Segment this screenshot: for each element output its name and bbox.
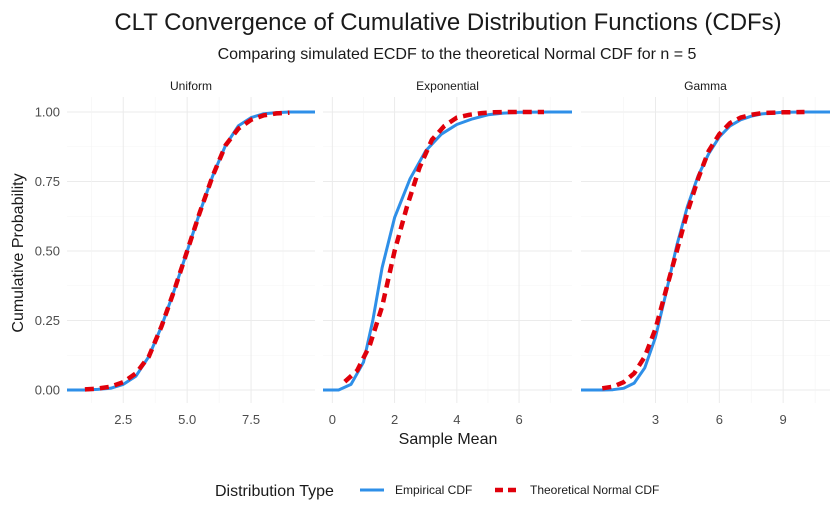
- theoretical-cdf-line: [343, 109, 544, 384]
- y-tick-label: 0.25: [35, 313, 60, 328]
- legend-title: Distribution Type: [215, 483, 334, 500]
- x-axis-label: Sample Mean: [399, 431, 498, 448]
- y-tick-label: 1.00: [35, 105, 60, 120]
- x-tick-label: 3: [652, 412, 659, 427]
- theoretical-cdf-line: [84, 110, 290, 392]
- panel-uniform: 2.5 5.0 7.5 Uniform: [67, 79, 315, 427]
- chart-title: CLT Convergence of Cumulative Distributi…: [114, 9, 781, 36]
- x-tick-label: 2: [391, 412, 398, 427]
- legend: Distribution Type Empirical CDF Theoreti…: [215, 483, 659, 500]
- y-tick-label: 0.50: [35, 244, 60, 259]
- panel-strip-label: Exponential: [416, 79, 479, 93]
- x-tick-label: 9: [780, 412, 787, 427]
- panel-gamma: 3 6 9 Gamma: [581, 79, 830, 427]
- x-tick-label: 7.5: [242, 412, 260, 427]
- panel-strip-label: Gamma: [684, 79, 727, 93]
- chart-subtitle: Comparing simulated ECDF to the theoreti…: [218, 46, 697, 63]
- y-axis-label: Cumulative Probability: [10, 173, 27, 332]
- x-tick-label: 6: [716, 412, 723, 427]
- x-tick-label: 5.0: [178, 412, 196, 427]
- legend-label-empirical: Empirical CDF: [395, 483, 472, 497]
- y-tick-label: 0.75: [35, 174, 60, 189]
- theoretical-cdf-line: [601, 109, 805, 391]
- y-axis: 0.00 0.25 0.50 0.75 1.00: [35, 105, 60, 398]
- x-tick-label: 4: [453, 412, 460, 427]
- x-tick-label: 2.5: [114, 412, 132, 427]
- panel-strip-label: Uniform: [170, 79, 212, 93]
- legend-label-theoretical: Theoretical Normal CDF: [530, 483, 659, 497]
- panels: 2.5 5.0 7.5 Uniform 0 2 4 6 Exponential 3 6 9 Gamma: [67, 79, 830, 427]
- x-tick-label: 6: [515, 412, 522, 427]
- panel-exponential: 0 2 4 6 Exponential: [323, 79, 572, 427]
- y-tick-label: 0.00: [35, 383, 60, 398]
- x-tick-label: 0: [329, 412, 336, 427]
